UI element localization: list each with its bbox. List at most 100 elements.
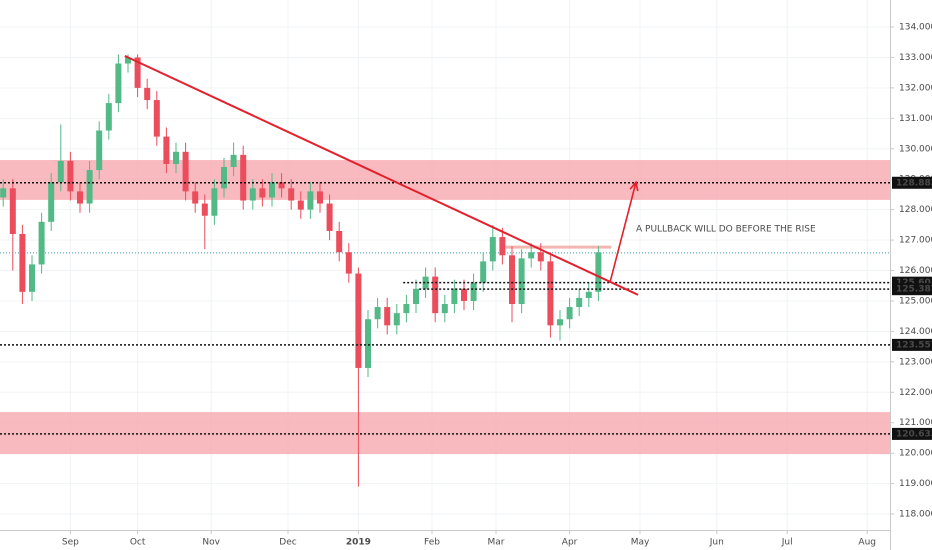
candle-body [38,221,45,265]
x-tick-label: Oct [130,538,146,548]
level-label: 128.883 [896,178,932,188]
candle-body [499,237,506,256]
candle-body [509,255,515,305]
x-tick-label: Nov [202,538,220,548]
candle-body [249,188,256,201]
y-tick-label: 127.000 [899,236,932,246]
candle-body [432,276,439,314]
candle-body [29,264,35,292]
candle-body [57,160,64,183]
y-tick-label: 122.000 [899,388,932,398]
candle-body [547,261,554,326]
x-tick-label: May [631,538,650,548]
candle-body [288,188,295,201]
candle-body [355,273,362,368]
candle-body [67,160,74,192]
level-label-box [892,283,932,296]
candle-body [278,182,285,189]
x-tick-label: Feb [424,538,440,548]
zone [0,412,890,455]
trendline [124,55,639,296]
candle-body [595,252,602,292]
candle-body [96,130,103,171]
candle-body [134,57,141,88]
candle-body [115,63,122,104]
x-tick-label: 2019 [346,538,371,548]
candle-body [413,288,419,305]
candle-body [576,297,583,308]
candle-body [384,307,391,326]
y-tick-label: 131.000 [899,114,932,124]
y-tick-label: 128.000 [899,205,932,215]
x-tick-label: Sep [62,538,79,548]
candle-body [105,103,112,131]
candle-body [9,188,16,234]
level-label-box [892,176,932,189]
x-tick-label: Mar [488,538,505,548]
y-tick-label: 134.000 [899,23,932,33]
candle-body [201,203,208,216]
candle-body [173,151,179,164]
candle-body [77,191,83,204]
candle-body [307,191,314,210]
candle-body [374,307,381,320]
y-tick-label: 133.000 [899,53,932,63]
candle-body [461,288,467,301]
arrow-head [629,180,639,192]
x-tick-label: Dec [279,538,296,548]
candle-body [269,182,275,198]
candle-body [86,170,93,204]
y-tick-label: 119.000 [899,479,932,489]
y-tick-label: 123.000 [899,357,932,367]
y-tick-label: 121.000 [899,418,932,428]
level-label: 125.387 [896,285,932,295]
candle-body [345,252,352,274]
level-label: 120.633 [896,429,932,439]
candle-body [528,252,535,259]
candle-body [470,282,477,301]
candle-body [422,276,429,289]
annotation: A PULLBACK WILL DO BEFORE THE RISE [636,225,816,235]
candle-body [192,191,199,204]
candle-body [0,188,7,198]
candle-body [489,237,496,262]
candle-body [144,87,151,101]
candle-body [557,319,563,326]
candle-body [317,191,323,204]
y-tick-label: 125.000 [899,296,932,306]
level-label-box [892,427,932,440]
candle-body [182,151,189,192]
candle-body [297,200,304,210]
candle-body [336,230,343,253]
x-tick-label: Aug [858,538,876,548]
candle-body [211,188,218,216]
x-tick-label: Apr [562,538,578,548]
arrow [609,182,637,283]
candle-body [240,154,247,201]
candle-body [537,252,544,262]
candle-body [48,182,55,222]
candle-body [393,313,400,326]
level-label: 123.557 [896,340,932,350]
candle-body [441,304,448,314]
candle-body [163,136,170,164]
candle-body [451,288,458,305]
candle-body [259,188,266,198]
y-tick-label: 126.000 [899,266,932,276]
x-tick-label: Jul [781,538,793,548]
candle-body [585,291,592,298]
y-tick-label: 120.000 [899,449,932,459]
candle-body [153,100,160,137]
candle-body [125,57,131,64]
candle-body [230,154,237,168]
y-tick-label: 132.000 [899,83,932,93]
candle-body [566,307,573,320]
y-tick-label: 124.000 [899,327,932,337]
candle-body [326,203,333,231]
y-tick-label: 130.000 [899,144,932,154]
candle-body [518,258,525,305]
zone [0,160,890,200]
candle-body [480,261,487,283]
